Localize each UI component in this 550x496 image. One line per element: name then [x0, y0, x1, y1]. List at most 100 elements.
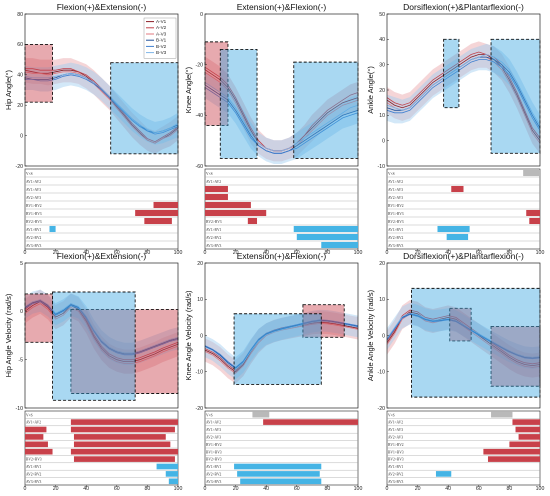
x-tick-label: 60: [114, 486, 120, 492]
spm-row-label: BV2>BV3: [26, 220, 42, 224]
spm-bar: [293, 225, 358, 233]
y-tick-label: -10: [196, 370, 204, 376]
spm-bar: [153, 201, 178, 209]
spm-row-label: AV2>AV3: [206, 436, 221, 440]
spm-row-label: AV1>AV2: [26, 180, 41, 184]
legend: A-V1A-V2A-V3 B-V1B-V2B-V3: [143, 17, 177, 59]
spm-bar: [451, 185, 464, 193]
x-tick-label: 100: [536, 250, 545, 256]
spm-bar: [526, 209, 540, 217]
y-tick-label: -10: [16, 406, 24, 412]
spm-row-label: V×S: [206, 172, 213, 176]
series-line-a-v3: [25, 303, 178, 364]
chart-title: Dorsiflexion(+)&Plantarflexion(-): [403, 2, 524, 12]
x-tick-label: 60: [294, 486, 300, 492]
highlight-box-1: [302, 304, 345, 338]
spm-row-label: BV2>BV3: [206, 220, 222, 224]
y-tick-label: 30: [379, 62, 385, 68]
spm-bar: [523, 169, 540, 177]
series-line-a-v2: [387, 51, 540, 139]
series-line-b-v1: [387, 313, 540, 359]
plot-frame: [24, 13, 179, 167]
y-tick-label: -20: [16, 164, 24, 170]
spm-row-label: AV1>AV2: [26, 421, 41, 425]
highlight-box-1: [449, 307, 472, 342]
spm-row-label: BV2>BV3: [26, 458, 42, 462]
series-line-a-v1: [25, 301, 178, 362]
highlight-box-3: [293, 61, 359, 159]
y-axis-label: Knee Angle(°): [184, 66, 193, 113]
spm-row-label: AV1>AV2: [388, 180, 403, 184]
sd-band-a: [25, 58, 178, 154]
x-tick-label: 0: [204, 250, 207, 256]
series-line-b-v3: [387, 312, 540, 358]
panel-5: Extension(+)&Flexion(-) Knee Angle Veloci…: [184, 251, 362, 492]
highlight-box-1: [443, 38, 460, 109]
spm-bar: [252, 411, 270, 418]
x-tick-label: 40: [445, 250, 451, 256]
spm-bar: [435, 471, 452, 477]
spm-row-label: V×S: [388, 172, 395, 176]
spm-row-label: BV1>BV3: [388, 450, 404, 454]
spm-bar: [73, 434, 166, 440]
spm-row-label: AV1>BV1: [206, 228, 222, 232]
x-tick-label: 100: [174, 250, 183, 256]
spm-bar: [70, 426, 175, 433]
spm-panel: V×S AV1>AV2 AV1>AV3 AV2>AV3 BV1>BV2 BV1>BV3 BV…: [386, 410, 544, 492]
spm-bar: [483, 448, 540, 455]
series-line-b-v2: [387, 59, 540, 131]
highlight-box-2: [490, 325, 541, 387]
spm-row-label: AV2>AV3: [388, 436, 403, 440]
spm-row-label: BV1>BV2: [388, 443, 404, 447]
spm-bar: [234, 463, 322, 470]
spm-row-label: AV1>AV3: [26, 188, 41, 192]
x-tick-label: 100: [354, 486, 363, 492]
chart-title: Extension(+)&Flexion(-): [237, 251, 327, 261]
chart-title: Extension(+)&Flexion(-): [237, 2, 327, 12]
spm-row-label: AV2>BV2: [26, 473, 42, 477]
spm-row-label: BV2>BV3: [388, 458, 404, 462]
y-tick-label: 60: [17, 42, 23, 48]
spm-row-label: AV2>BV2: [388, 236, 404, 240]
y-tick-label: 80: [17, 12, 23, 18]
spm-row-label: AV1>AV3: [388, 188, 403, 192]
spm-bar: [144, 217, 172, 225]
spm-bar: [487, 456, 540, 462]
spm-bar: [205, 209, 267, 217]
x-tick-label: 80: [325, 250, 331, 256]
plot-area: [205, 56, 358, 164]
spm-row-label: AV1>AV3: [388, 428, 403, 432]
y-tick-label: 50: [379, 12, 385, 18]
series-line-b-v2: [387, 314, 540, 360]
sd-band-a: [205, 56, 358, 162]
x-tick-label: 40: [263, 250, 269, 256]
y-tick-label: 20: [379, 88, 385, 94]
spm-panel: V×S AV1>AV2 AV1>AV3 AV2>AV3 BV1>BV2 BV1>BV3 BV…: [204, 410, 363, 492]
highlight-box-3: [52, 291, 136, 401]
highlight-box-2: [70, 308, 179, 394]
x-tick-label: 100: [174, 486, 183, 492]
spm-row-label: AV2>AV3: [388, 196, 403, 200]
y-tick-label: 40: [17, 73, 23, 79]
series-line-a-v3: [25, 71, 178, 144]
spm-bar: [25, 448, 53, 455]
highlight-box-1: [24, 43, 53, 103]
spm-panel: V×S AV1>AV2 AV1>AV3 AV2>AV3 BV1>BV2 BV1>BV3 BV…: [24, 168, 183, 256]
series-line-b-v2: [205, 87, 358, 154]
x-tick-label: 40: [445, 486, 451, 492]
legend-label: A-V3: [156, 31, 167, 36]
chart-title: Flexion(+)&Extension(-): [57, 2, 147, 12]
series-line-b-v3: [25, 72, 178, 134]
highlight-box-2: [233, 313, 322, 385]
series-line-a-v2: [387, 309, 540, 365]
spm-row-label: BV1>BV2: [388, 204, 404, 208]
legend-label: B-V1: [156, 38, 167, 43]
spm-bar: [135, 209, 178, 217]
spm-bar: [296, 233, 358, 241]
sd-band-b: [25, 62, 178, 145]
x-tick-label: 80: [325, 486, 331, 492]
y-axis-label: Hip Angle(°): [4, 69, 13, 110]
spm-bar: [512, 419, 540, 425]
spm-bar: [491, 411, 513, 418]
